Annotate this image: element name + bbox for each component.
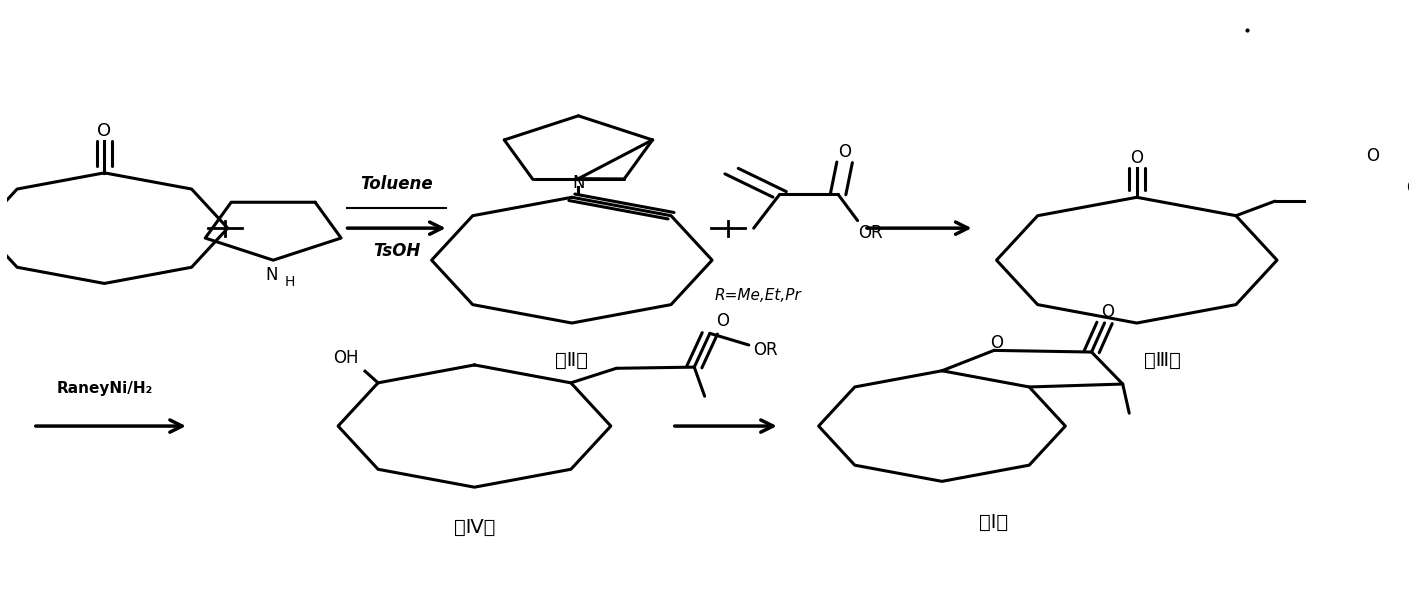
Text: O: O bbox=[838, 143, 851, 161]
Text: O: O bbox=[1365, 147, 1379, 165]
Text: Toluene: Toluene bbox=[361, 175, 433, 194]
Text: （Ⅲ）: （Ⅲ） bbox=[1144, 352, 1181, 370]
Text: （Ⅳ）: （Ⅳ） bbox=[454, 519, 495, 538]
Text: O: O bbox=[97, 122, 111, 140]
Text: RaneyNi/H₂: RaneyNi/H₂ bbox=[56, 381, 152, 396]
Text: O: O bbox=[1406, 179, 1409, 197]
Text: （Ⅰ）: （Ⅰ） bbox=[979, 513, 1009, 532]
Text: （Ⅱ）: （Ⅱ） bbox=[555, 352, 589, 370]
Text: O: O bbox=[716, 312, 730, 330]
Text: N: N bbox=[572, 174, 585, 192]
Text: H: H bbox=[285, 275, 296, 289]
Text: TsOH: TsOH bbox=[373, 243, 420, 260]
Text: R=Me,Et,Pr: R=Me,Et,Pr bbox=[714, 288, 800, 303]
Text: OH: OH bbox=[333, 349, 358, 367]
Text: O: O bbox=[1100, 303, 1113, 321]
Text: O: O bbox=[1130, 149, 1143, 167]
Text: OR: OR bbox=[754, 341, 778, 359]
Text: N: N bbox=[266, 266, 278, 284]
Text: O: O bbox=[991, 334, 1003, 352]
Text: OR: OR bbox=[858, 224, 883, 243]
